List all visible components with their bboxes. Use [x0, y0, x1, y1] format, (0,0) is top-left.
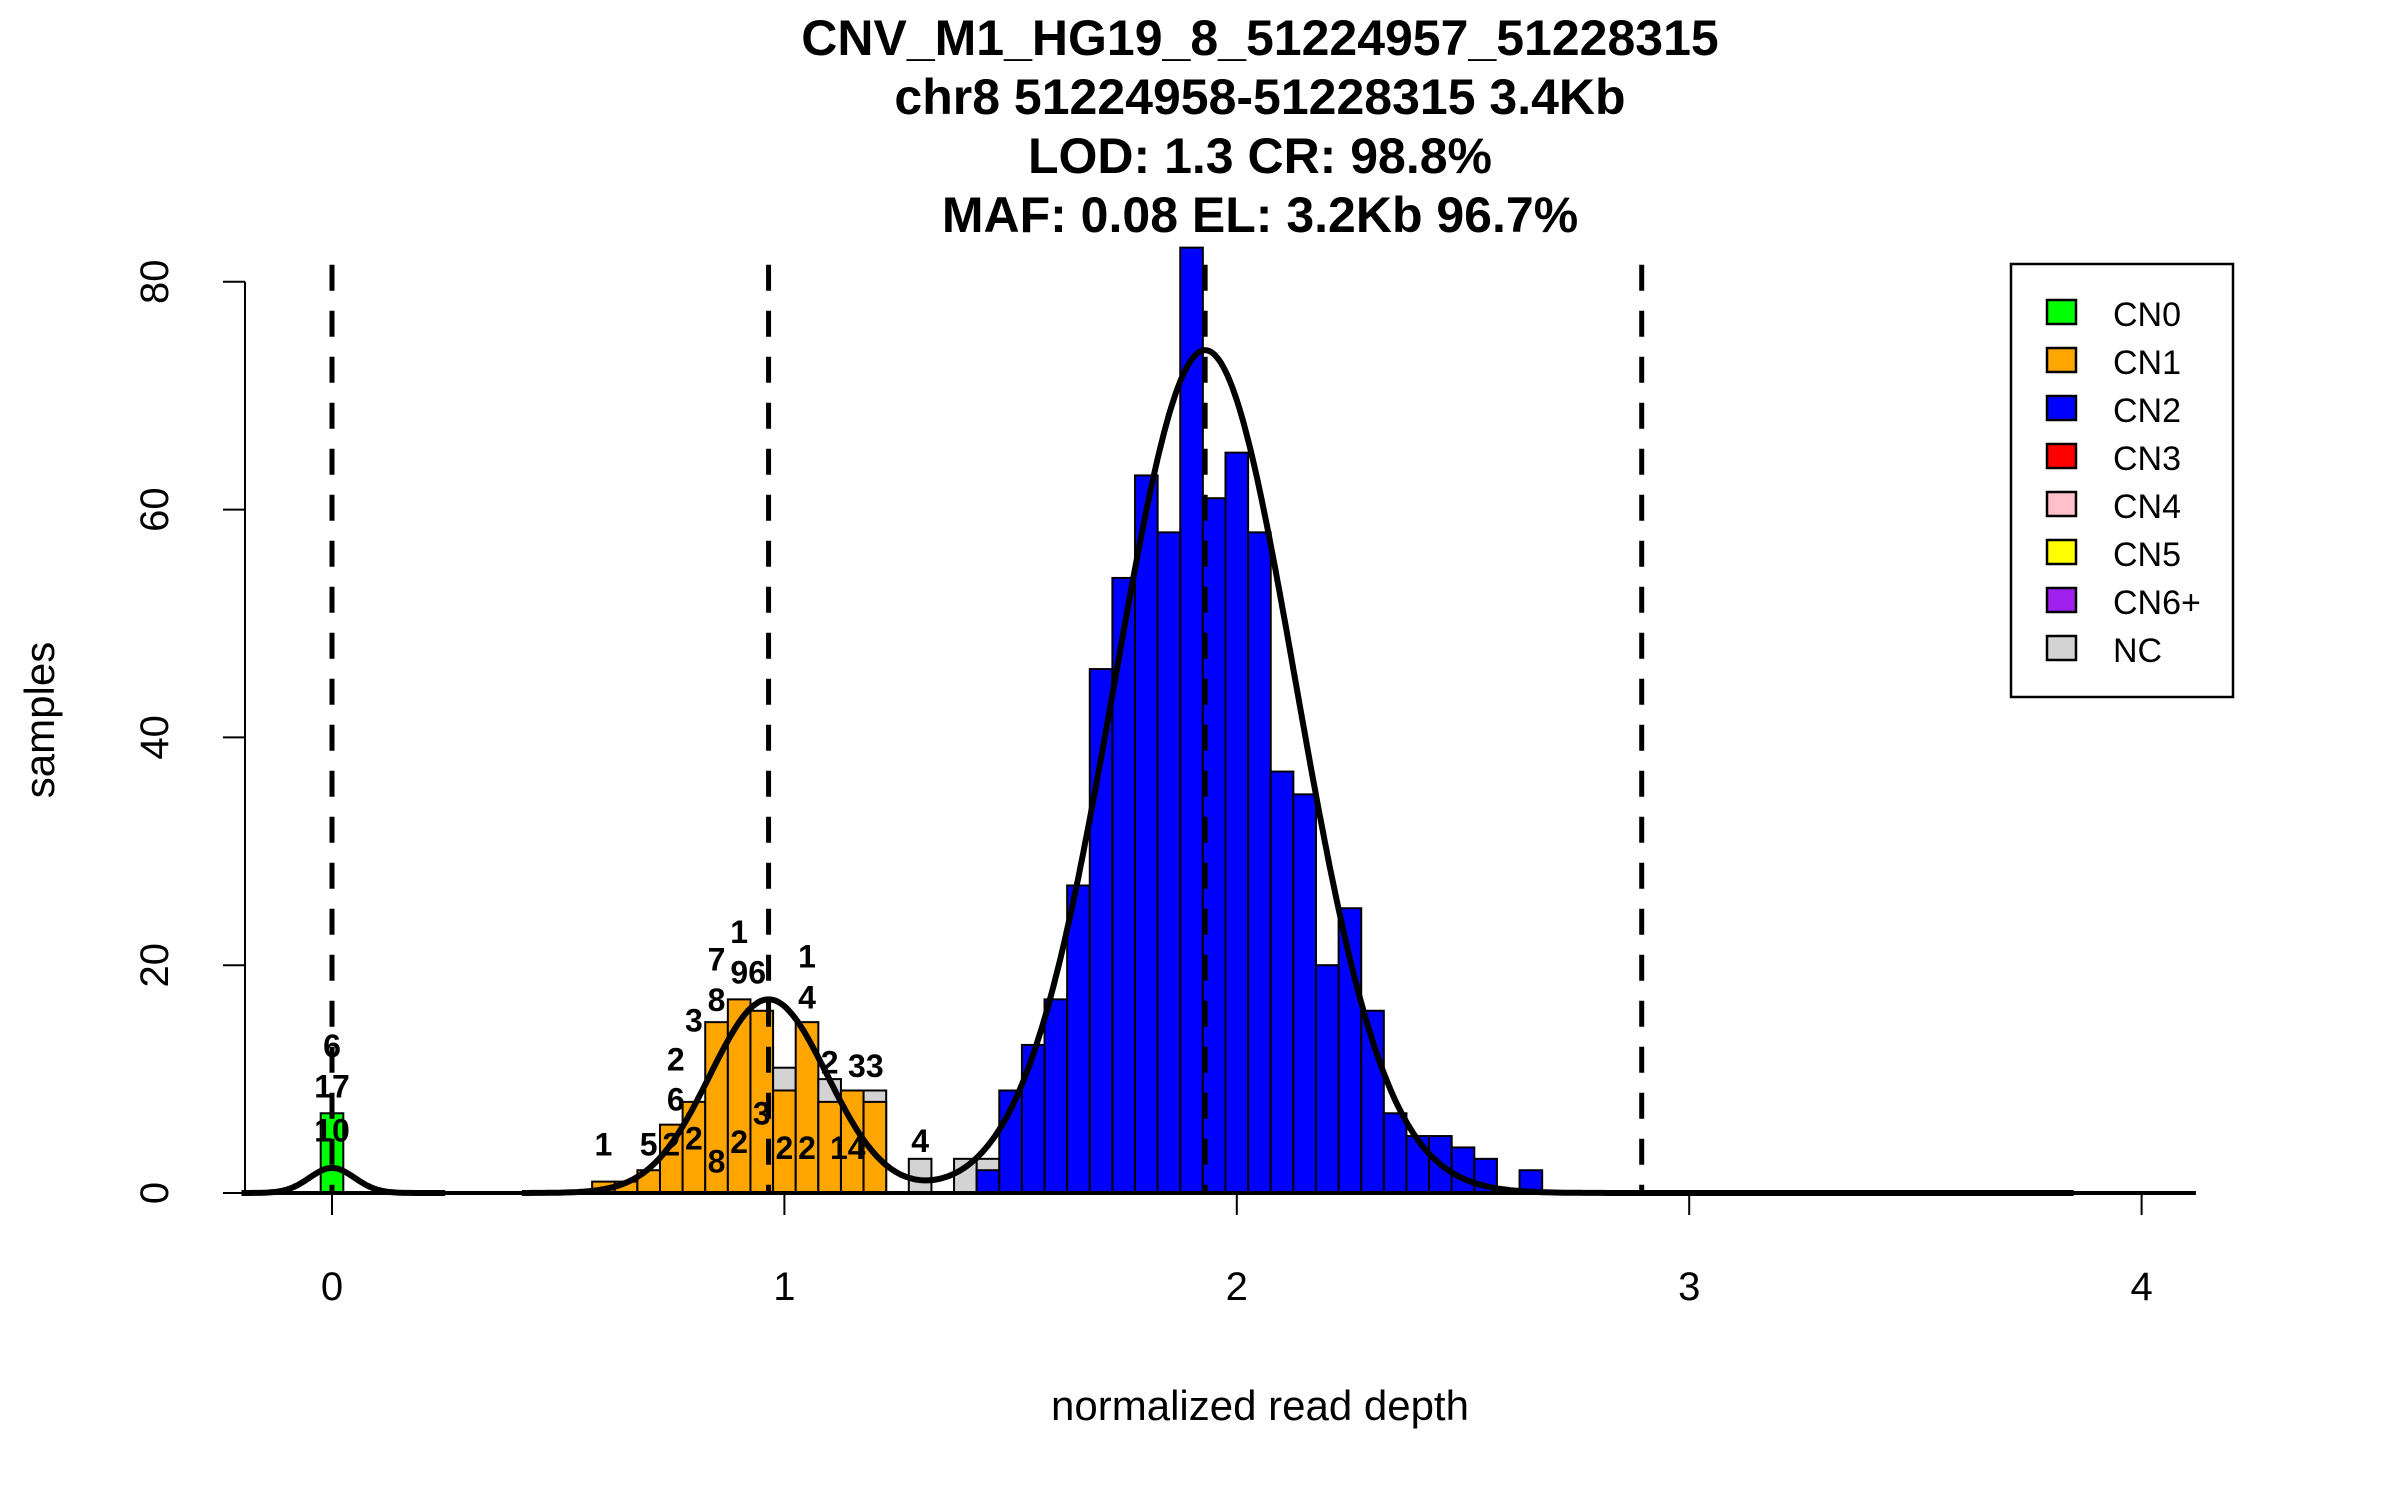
bar-count-label: 96 — [730, 954, 766, 990]
bar-count-label: 2 — [685, 1121, 703, 1157]
y-tick-label: 0 — [133, 1182, 177, 1204]
legend-label: CN0 — [2113, 296, 2181, 334]
bar-count-label: 1 — [798, 939, 816, 975]
bar-count-label: 4 — [798, 979, 816, 1015]
bar-cn2 — [1066, 884, 1091, 1194]
bar-count-label: 2 — [821, 1044, 839, 1080]
bar-count-label: 1 — [595, 1126, 613, 1162]
bar-count-label: 10 — [314, 1113, 350, 1149]
legend-label: CN6+ — [2113, 584, 2201, 622]
bar-count-label: 4 — [911, 1123, 929, 1159]
legend-label: CN3 — [2113, 440, 2181, 478]
bar-cn2 — [1156, 531, 1182, 1194]
bar-count-label: 3 — [753, 1096, 771, 1132]
dashed-lines-layer — [329, 264, 1645, 1193]
bar-count-label: 3 — [685, 1002, 703, 1038]
bar-count-label: 2 — [667, 1041, 685, 1077]
x-tick-label: 4 — [2130, 1265, 2152, 1309]
bar-count-label: 33 — [848, 1048, 884, 1084]
bars-layer — [319, 246, 1544, 1195]
legend-label: NC — [2113, 632, 2162, 670]
bar-count-label: 8 — [708, 1143, 726, 1179]
legend-label: CN1 — [2113, 344, 2181, 382]
legend-swatch — [2045, 298, 2078, 326]
bar-count-label: 14 — [830, 1130, 866, 1166]
legend-swatch — [2045, 442, 2078, 470]
legend-swatch — [2045, 634, 2078, 662]
x-tick-label: 1 — [773, 1265, 795, 1309]
bar-cn2 — [1269, 770, 1295, 1194]
bar-cn2 — [1314, 964, 1340, 1195]
bar-cn1 — [726, 998, 752, 1194]
y-tick-label: 80 — [133, 260, 177, 305]
bar-cn2 — [1134, 474, 1159, 1194]
legend: CN0 CN1 CN2 CN3 CN4 CN5 CN6+ NC — [2009, 262, 2235, 699]
bar-count-label: 17 — [314, 1068, 350, 1104]
bar-cn2 — [1224, 451, 1250, 1194]
legend-label: CN4 — [2113, 488, 2181, 526]
legend-box — [2009, 262, 2235, 699]
legend-label: CN2 — [2113, 392, 2181, 430]
bar-count-label: 7 — [708, 942, 726, 978]
bar-count-label: 2 — [776, 1130, 794, 1166]
y-tick-label: 40 — [133, 715, 177, 760]
bar-cn2 — [1247, 531, 1272, 1194]
bar-count-label: 2 — [662, 1126, 680, 1162]
bar-count-label: 6 — [667, 1081, 685, 1117]
bar-count-label: 5 — [640, 1126, 658, 1162]
legend-swatch — [2045, 346, 2078, 374]
title-line-3: LOD: 1.3 CR: 98.8% — [1028, 128, 1492, 184]
chart-title: CNV_M1_HG19_8_51224957_51228315 chr8 512… — [801, 10, 1718, 243]
bar-cn2 — [1450, 1146, 1476, 1194]
bar-cn2 — [1292, 793, 1317, 1194]
bar-count-label: 1 — [730, 914, 748, 950]
bar-count-label: 2 — [730, 1124, 748, 1160]
bar-cn2 — [1043, 998, 1069, 1194]
y-tick-label: 20 — [133, 943, 177, 988]
x-tick-label: 0 — [321, 1265, 343, 1309]
y-axis-label: samples — [16, 642, 63, 798]
legend-label: CN5 — [2113, 536, 2181, 574]
y-tick-label: 60 — [133, 487, 177, 531]
bar-count-label: 6 — [323, 1028, 341, 1064]
title-line-2: chr8 51224958-51228315 3.4Kb — [894, 69, 1625, 125]
bar-cn2 — [1382, 1112, 1408, 1195]
title-line-1: CNV_M1_HG19_8_51224957_51228315 — [801, 10, 1718, 66]
x-tick-label: 2 — [1226, 1265, 1248, 1309]
bar-count-label: 2 — [798, 1130, 816, 1166]
legend-swatch — [2045, 586, 2078, 614]
legend-swatch — [2045, 394, 2078, 422]
title-line-4: MAF: 0.08 EL: 3.2Kb 96.7% — [942, 187, 1578, 243]
x-axis-label: normalized read depth — [1051, 1382, 1469, 1429]
bar-count-label: 8 — [708, 982, 726, 1018]
bar-cn2 — [1179, 246, 1204, 1194]
bar-cn2 — [975, 1169, 1001, 1194]
legend-swatch — [2045, 490, 2078, 518]
bar-cn2 — [1020, 1043, 1046, 1195]
x-tick-label: 3 — [1678, 1265, 1700, 1309]
legend-swatch — [2045, 538, 2078, 566]
